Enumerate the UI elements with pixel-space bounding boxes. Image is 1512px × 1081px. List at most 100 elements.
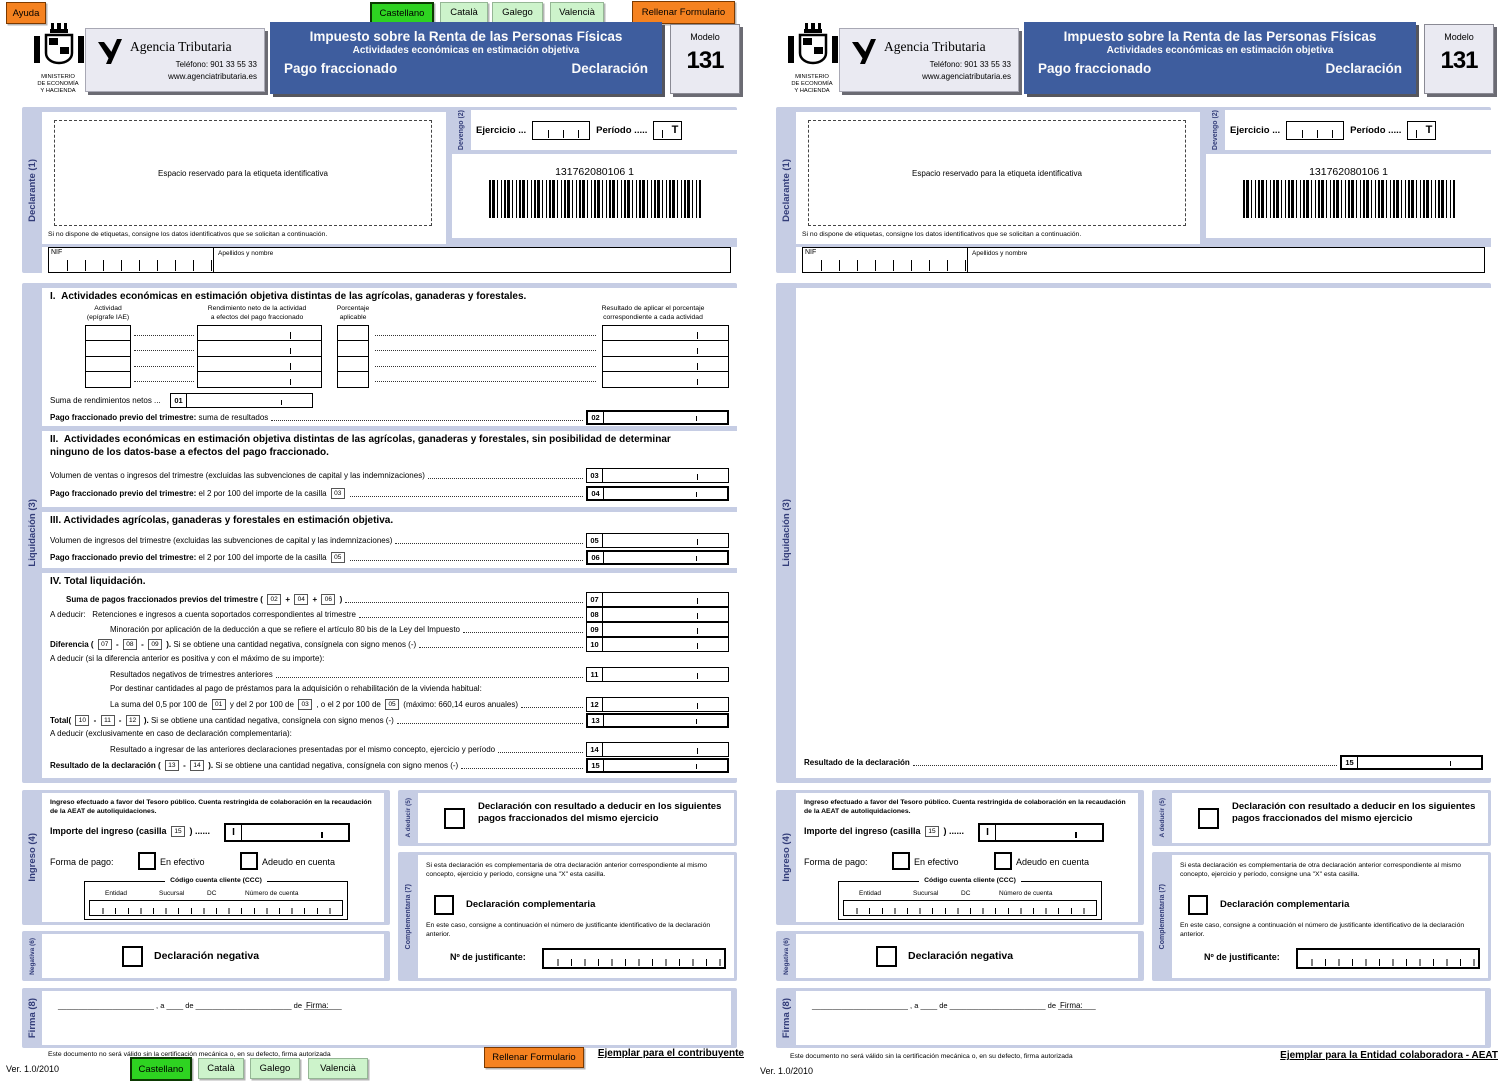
casilla-11[interactable]: 11 <box>586 666 729 682</box>
periodo-field[interactable]: T <box>1407 120 1437 140</box>
complementaria-checkbox[interactable] <box>1188 895 1208 915</box>
resultado-field[interactable] <box>602 340 729 357</box>
casilla-12[interactable]: 12 <box>586 696 729 712</box>
porcentaje-field[interactable] <box>337 340 369 357</box>
negativa-checkbox[interactable] <box>876 946 897 967</box>
rellenar-formulario-button[interactable]: Rellenar Formulario <box>632 1 735 24</box>
ccc-numero-label: Número de cuenta <box>999 890 1053 897</box>
lang-castellano-button[interactable]: Castellano <box>130 1057 192 1081</box>
lang-catala-button[interactable]: Català <box>440 2 488 23</box>
apellidos-field[interactable]: Apellidos y nombre <box>967 247 1485 273</box>
justificante-field[interactable] <box>1296 948 1480 969</box>
importe-field[interactable]: I <box>224 823 350 842</box>
periodo-label: Período ..... <box>1350 124 1402 136</box>
aeat-logo-icon <box>850 37 878 70</box>
actividad-field[interactable] <box>85 340 131 357</box>
copy-designation: Ejemplar para la Entidad colaboradora - … <box>1280 1050 1498 1061</box>
lang-galego-button[interactable]: Galego <box>492 2 543 23</box>
casilla-09[interactable]: 09 <box>586 621 729 637</box>
liquidacion-blank: Resultado de la declaración 15 <box>796 288 1491 778</box>
apellidos-field[interactable]: Apellidos y nombre <box>213 247 731 273</box>
resultado-field[interactable] <box>602 371 729 388</box>
form-title: Impuesto sobre la Renta de las Personas … <box>1063 29 1377 44</box>
ccc-numero-label: Número de cuenta <box>245 890 299 897</box>
lang-valencia-button[interactable]: Valencià <box>308 1058 368 1079</box>
form-title: Impuesto sobre la Renta de las Personas … <box>309 29 623 44</box>
casilla-15[interactable]: 15 <box>1340 754 1483 770</box>
casilla-13[interactable]: 13 <box>586 712 729 728</box>
actividad-field[interactable] <box>85 355 131 373</box>
ccc-entidad-label: Entidad <box>859 890 882 897</box>
row-13: Total( 10 - 11 - 12 ). Si se obtiene una… <box>50 712 729 728</box>
firma-section: Firma (8) _______________________ , a __… <box>22 988 737 1048</box>
casilla-14[interactable]: 14 <box>586 741 729 757</box>
forma-pago-label: Forma de pago: <box>804 857 868 867</box>
importe-field[interactable]: I <box>978 823 1104 842</box>
ministry-label: MINISTERIO DE ECONOMÍA Y HACIENDA <box>37 74 79 95</box>
complementaria-checkbox[interactable] <box>434 895 454 915</box>
ccc-title: Código cuenta cliente (CCC) <box>165 877 267 884</box>
ccc-field[interactable] <box>843 900 1097 916</box>
negativa-label: Declaración negativa <box>154 950 260 962</box>
casilla-02[interactable]: 02 <box>586 409 729 425</box>
ccc-dc-label: DC <box>961 890 971 897</box>
casilla-05[interactable]: 05 <box>586 532 729 548</box>
negativa-checkbox[interactable] <box>122 946 143 967</box>
ejercicio-field[interactable] <box>532 120 591 140</box>
firma-section: Firma (8) _______________________ , a __… <box>776 988 1491 1048</box>
firma-date-line[interactable]: _______________________ , a ____ de ____… <box>812 1001 1096 1010</box>
casilla-08[interactable]: 08 <box>586 606 729 622</box>
a-deducir-checkbox[interactable] <box>444 808 465 829</box>
casilla-10[interactable]: 10 <box>586 636 729 652</box>
rendimiento-field[interactable] <box>197 324 322 342</box>
actividad-field[interactable] <box>85 324 131 342</box>
porcentaje-field[interactable] <box>337 371 369 388</box>
liquidacion-part1: I. Actividades económicas en estimación … <box>42 288 737 426</box>
porcentaje-field[interactable] <box>337 355 369 373</box>
casilla-03[interactable]: 03 <box>586 467 729 483</box>
justificante-field[interactable] <box>542 948 726 969</box>
adeudo-checkbox[interactable] <box>240 852 258 870</box>
suma-rendimientos-label: Suma de rendimientos netos ... <box>50 396 161 405</box>
rendimiento-field[interactable] <box>197 340 322 357</box>
rendimiento-field[interactable] <box>197 355 322 373</box>
complementaria-p2: En este caso, consigne a continuación el… <box>426 922 711 939</box>
rendimiento-field[interactable] <box>197 371 322 388</box>
a-deducir-side-label: A deducir (5) <box>1158 798 1166 838</box>
casilla-15[interactable]: 15 <box>586 757 729 773</box>
ccc-field[interactable] <box>89 900 343 916</box>
casilla-07[interactable]: 07 <box>586 591 729 607</box>
rellenar-formulario-button[interactable]: Rellenar Formulario <box>484 1047 584 1068</box>
row-04: Pago fraccionado previo del trimestre: e… <box>50 485 729 501</box>
row-15: Resultado de la declaración 15 <box>804 754 1483 770</box>
periodo-field[interactable]: T <box>653 120 683 140</box>
nif-field[interactable]: NIF <box>802 247 970 273</box>
casilla-01[interactable]: 01 <box>170 393 313 408</box>
ejercicio-label: Ejercicio ... <box>1230 124 1281 136</box>
a-deducir-checkbox[interactable] <box>1198 808 1219 829</box>
adeudo-checkbox[interactable] <box>994 852 1012 870</box>
forma-pago-label: Forma de pago: <box>50 857 114 867</box>
form-title-banner: Impuesto sobre la Renta de las Personas … <box>1024 22 1416 94</box>
row-05: Volumen de ingresos del trimestre (exclu… <box>50 532 729 548</box>
row-09: Minoración por aplicación de la deducció… <box>110 621 729 637</box>
resultado-field[interactable] <box>602 355 729 373</box>
barcode-number: 131762080106 1 <box>1309 166 1388 178</box>
casilla-06[interactable]: 06 <box>586 549 729 565</box>
etiqueta-area: Espacio reservado para la etiqueta ident… <box>808 120 1186 226</box>
vivienda-label: Por destinar cantidades al pago de prést… <box>110 684 482 693</box>
lang-catala-button[interactable]: Català <box>198 1058 244 1079</box>
ayuda-button[interactable]: Ayuda <box>6 2 46 24</box>
actividad-field[interactable] <box>85 371 131 388</box>
resultado-field[interactable] <box>602 324 729 342</box>
casilla-04[interactable]: 04 <box>586 485 729 501</box>
nif-field[interactable]: NIF <box>48 247 216 273</box>
actividad-row <box>42 324 737 342</box>
lang-galego-button[interactable]: Galego <box>250 1058 300 1079</box>
lang-valencia-button[interactable]: Valencià <box>550 2 604 23</box>
efectivo-checkbox[interactable] <box>892 852 910 870</box>
ejercicio-field[interactable] <box>1286 120 1345 140</box>
firma-date-line[interactable]: _______________________ , a ____ de ____… <box>58 1001 342 1010</box>
efectivo-checkbox[interactable] <box>138 852 156 870</box>
porcentaje-field[interactable] <box>337 324 369 342</box>
